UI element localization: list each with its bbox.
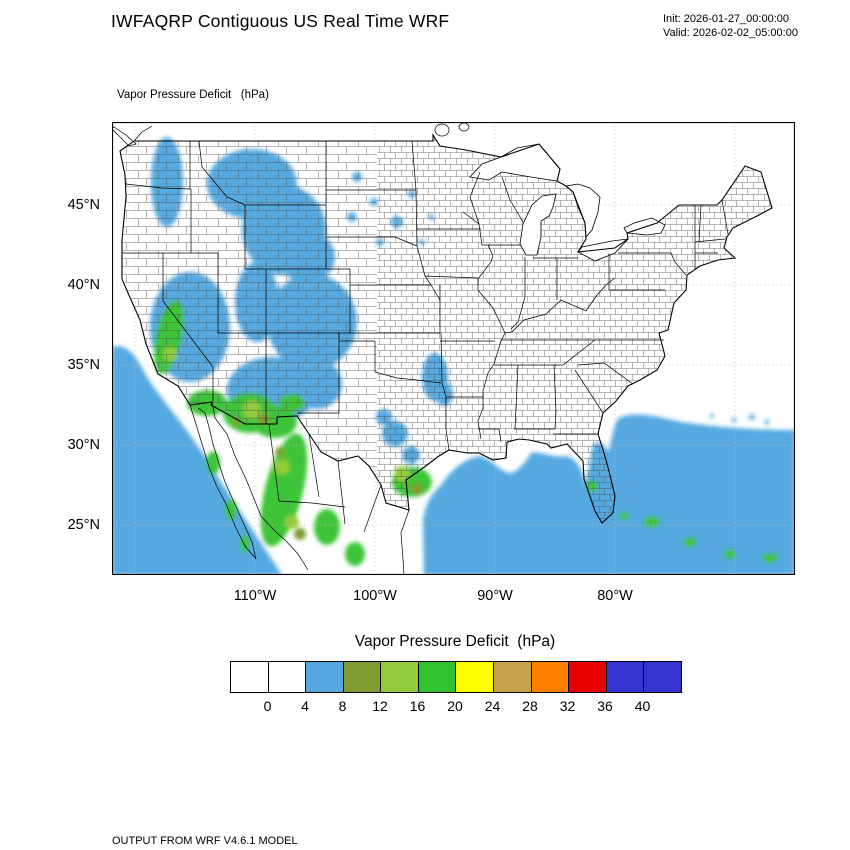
colorbar-cell (456, 662, 495, 692)
us-map (112, 122, 795, 575)
map-frame (112, 122, 795, 575)
colorbar-title: Vapor Pressure Deficit (hPa) (354, 633, 556, 650)
colorbar-cell (231, 662, 269, 692)
colorbar-tick-label: 0 (263, 698, 272, 714)
colorbar-labels: 0 4 8 12 16 20 24 28 32 36 40 (230, 698, 680, 716)
colorbar-cell (381, 662, 419, 692)
us-outline (119, 133, 773, 524)
lon-tick-label: 90°W (477, 588, 513, 604)
lon-tick-label: 100°W (353, 588, 397, 604)
colorbar-tick-label: 12 (372, 698, 388, 714)
page-title: IWFAQRP Contiguous US Real Time WRF (111, 11, 450, 31)
colorbar-cell (606, 662, 645, 692)
lat-tick-label: 30°N (67, 437, 100, 453)
lat-tick-label: 40°N (67, 277, 100, 293)
colorbar-tick-label: 8 (338, 698, 347, 714)
canada-coast (112, 122, 470, 147)
colorbar-tick-label: 16 (409, 698, 426, 714)
colorbar-tick-label: 4 (301, 698, 309, 714)
lat-tick-label: 45°N (67, 197, 100, 213)
colorbar-cell (306, 662, 344, 692)
colorbar-tick-label: 40 (634, 698, 651, 714)
colorbar-tick-label: 24 (484, 698, 501, 714)
lat-tick-label: 25°N (67, 517, 100, 533)
mexico-borders (189, 401, 410, 575)
footer-line1: OUTPUT FROM WRF V4.6.1 MODEL (112, 835, 298, 847)
lake-erie (577, 238, 630, 262)
colorbar-cell (531, 662, 570, 692)
colorbar (230, 661, 682, 693)
colorbar-cell (418, 662, 457, 692)
colorbar-cell (569, 662, 607, 692)
init-time: Init: 2026-01-27_00:00:00 (663, 13, 789, 25)
lat-tick-label: 35°N (67, 357, 100, 373)
lake-michigan (519, 193, 557, 256)
lon-tick-label: 80°W (597, 588, 633, 604)
colorbar-cell (494, 662, 532, 692)
colorbar-tick-label: 28 (522, 698, 538, 714)
colorbar-tick-label: 32 (559, 698, 576, 714)
model-timestamps: Init: 2026-01-27_00:00:00 Valid: 2026-02… (663, 13, 798, 40)
field-label: Vapor Pressure Deficit (hPa) (117, 89, 269, 101)
colorbar-tick-label: 36 (597, 698, 613, 714)
colorbar-cell (268, 662, 307, 692)
colorbar-cell (644, 662, 681, 692)
lon-tick-label: 110°W (233, 588, 277, 604)
state-borders (122, 140, 729, 451)
model-footer: OUTPUT FROM WRF V4.6.1 MODEL WE = 580 ; … (112, 808, 545, 850)
valid-time: Valid: 2026-02-02_05:00:00 (663, 26, 798, 39)
great-lakes (469, 143, 666, 262)
colorbar-tick-label: 20 (447, 698, 463, 714)
map-area (112, 122, 795, 575)
colorbar-cell (343, 662, 382, 692)
